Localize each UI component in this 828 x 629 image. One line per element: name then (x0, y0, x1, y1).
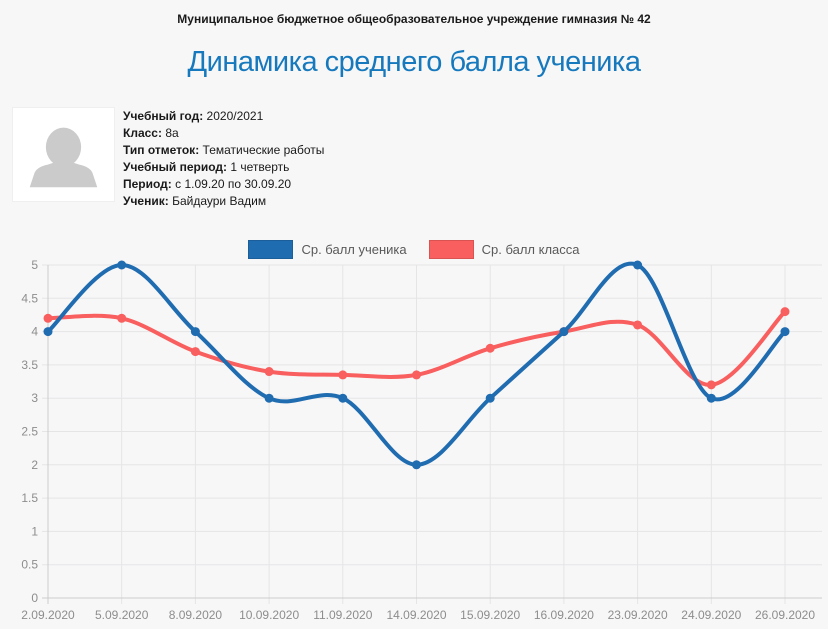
svg-text:2.5: 2.5 (21, 425, 38, 439)
info-row-class: Класс: 8а (123, 125, 324, 142)
info-label: Тип отметок: (123, 143, 200, 157)
info-label: Класс: (123, 126, 162, 140)
grade-chart[interactable]: 0 0.5 1 1.5 2 2.5 3 3.5 4 4.5 5 2.09.2020 5.09.2020 8… (0, 260, 828, 629)
legend-label-class: Ср. балл класса (481, 241, 580, 257)
student-info-list: Учебный год: 2020/2021 Класс: 8а Тип отм… (123, 107, 324, 210)
chart-legend: Ср. балл ученика Ср. балл класса (0, 239, 828, 259)
svg-text:0.5: 0.5 (21, 558, 38, 572)
class-series-color-swatch (428, 239, 474, 259)
svg-text:5: 5 (31, 260, 38, 272)
svg-text:3: 3 (31, 391, 38, 405)
legend-label-student: Ср. балл ученика (301, 241, 407, 257)
info-label: Ученик: (123, 194, 169, 208)
svg-text:0: 0 (31, 591, 38, 605)
svg-text:2: 2 (31, 458, 38, 472)
svg-text:1.5: 1.5 (21, 491, 38, 505)
svg-text:23.09.2020: 23.09.2020 (608, 608, 668, 622)
svg-text:8.09.2020: 8.09.2020 (169, 608, 223, 622)
info-row-school-year: Учебный год: 2020/2021 (123, 108, 324, 125)
info-value: с 1.09.20 по 30.09.20 (175, 177, 292, 191)
avatar (12, 107, 115, 202)
info-value: 8а (165, 126, 179, 140)
info-value: 2020/2021 (206, 109, 264, 123)
svg-text:24.09.2020: 24.09.2020 (681, 608, 741, 622)
svg-text:14.09.2020: 14.09.2020 (386, 608, 446, 622)
student-info-section: Учебный год: 2020/2021 Класс: 8а Тип отм… (12, 107, 828, 210)
svg-text:4: 4 (31, 325, 38, 339)
svg-text:2.09.2020: 2.09.2020 (21, 608, 75, 622)
info-row-date-period: Период: с 1.09.20 по 30.09.20 (123, 176, 324, 193)
svg-text:4.5: 4.5 (21, 291, 38, 305)
svg-text:3.5: 3.5 (21, 358, 38, 372)
info-label: Учебный период: (123, 160, 227, 174)
legend-item-class-average[interactable]: Ср. балл класса (428, 239, 580, 259)
svg-text:26.09.2020: 26.09.2020 (755, 608, 815, 622)
info-label: Учебный год: (123, 109, 204, 123)
student-series-color-swatch (248, 239, 294, 259)
info-value: 1 четверть (230, 160, 290, 174)
info-row-school-period: Учебный период: 1 четверть (123, 159, 324, 176)
svg-text:11.09.2020: 11.09.2020 (313, 608, 372, 622)
svg-text:16.09.2020: 16.09.2020 (534, 608, 594, 622)
info-row-mark-type: Тип отметок: Тематические работы (123, 142, 324, 159)
svg-text:1: 1 (31, 524, 38, 538)
info-value: Тематические работы (202, 143, 325, 157)
school-name-header: Муниципальное бюджетное общеобразователь… (177, 12, 651, 26)
info-value: Байдаури Вадим (172, 194, 267, 208)
svg-text:10.09.2020: 10.09.2020 (239, 608, 299, 622)
info-row-student-name: Ученик: Байдаури Вадим (123, 193, 324, 210)
svg-text:5.09.2020: 5.09.2020 (95, 608, 149, 622)
chart-area: 0 0.5 1 1.5 2 2.5 3 3.5 4 4.5 5 2.09.2020 5.09.2020 8… (0, 260, 828, 629)
info-label: Период: (123, 177, 172, 191)
legend-item-student-average[interactable]: Ср. балл ученика (248, 239, 407, 259)
page-title: Динамика среднего балла ученика (187, 46, 641, 78)
svg-text:15.09.2020: 15.09.2020 (460, 608, 520, 622)
person-icon (29, 127, 98, 188)
